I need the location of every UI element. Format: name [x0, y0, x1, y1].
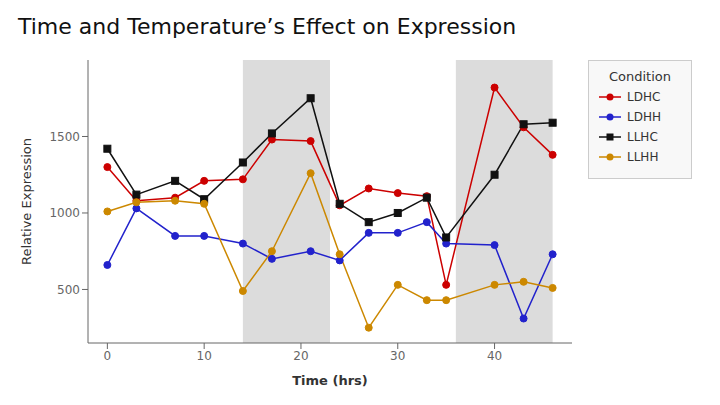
svg-text:20: 20 [293, 349, 308, 363]
svg-text:Relative Expression: Relative Expression [19, 138, 34, 265]
svg-text:500: 500 [57, 283, 80, 297]
svg-text:1000: 1000 [49, 206, 80, 220]
html-text:Time and Temperature’s Effect: Time and Temperature’s Effect on Express… [18, 14, 517, 39]
html-text:LLHH: LLHH [627, 150, 659, 164]
svg-text:10: 10 [197, 349, 212, 363]
html-text:LDHH: LDHH [627, 110, 661, 124]
svg-text:40: 40 [487, 349, 502, 363]
svg-text:0: 0 [104, 349, 112, 363]
svg-text:Time (hrs): Time (hrs) [292, 373, 368, 388]
svg-text:1500: 1500 [49, 130, 80, 144]
html-text:LLHC: LLHC [627, 130, 658, 144]
html-text:LDHC: LDHC [627, 90, 661, 104]
html-text:Condition: Condition [609, 69, 671, 84]
svg-text:30: 30 [390, 349, 405, 363]
